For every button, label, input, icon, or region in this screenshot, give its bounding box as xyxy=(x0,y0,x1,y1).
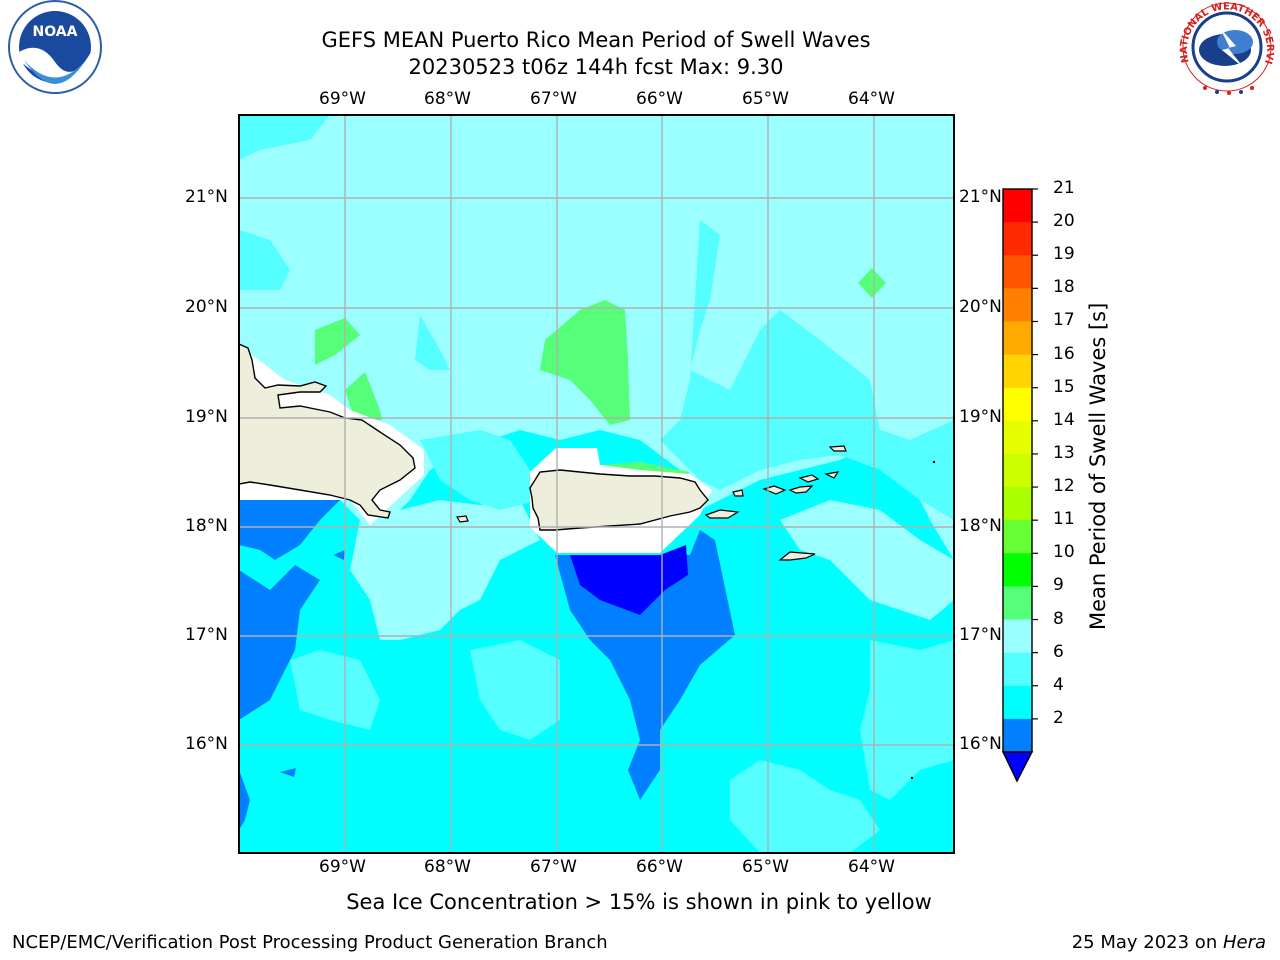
colorbar-tick-label: 2 xyxy=(1053,707,1064,728)
footer-date-host: 25 May 2023 on Hera xyxy=(1072,932,1266,953)
lat-label-right-21n: 21°N xyxy=(959,187,1002,207)
land-st-john xyxy=(788,485,814,494)
colorbar-tick-label: 10 xyxy=(1053,542,1075,563)
land-hispaniola xyxy=(239,343,416,519)
contour-mid-cyan-2 xyxy=(660,220,954,520)
colorbar-tick-label: 19 xyxy=(1053,244,1075,265)
land-puerto-rico xyxy=(529,469,709,531)
lat-label-left-17n: 17°N xyxy=(185,625,228,645)
lon-label-top-67w: 67°W xyxy=(530,89,577,109)
lat-label-right-19n: 19°N xyxy=(959,407,1002,427)
colorbar-tick-label: 11 xyxy=(1053,509,1075,530)
colorbar-tick-label: 9 xyxy=(1053,575,1064,596)
lon-label-bottom-64w: 64°W xyxy=(848,857,895,877)
map-field xyxy=(239,115,954,853)
colorbar-tick-label: 12 xyxy=(1053,476,1075,497)
lon-label-bottom-69w: 69°W xyxy=(319,857,366,877)
contour-blue-spot-2 xyxy=(333,550,345,560)
contour-mid-cyan-1 xyxy=(239,115,330,160)
contour-mid-cyan-6 xyxy=(860,640,954,800)
lat-label-right-16n: 16°N xyxy=(959,734,1002,754)
contour-light-cyan-east xyxy=(780,500,954,620)
contour-blue-southwest xyxy=(239,565,320,720)
contour-blue-spot-1 xyxy=(280,768,296,777)
gridlines xyxy=(239,115,954,853)
colorbar-tick-label: 15 xyxy=(1053,376,1075,397)
lat-label-left-19n: 19°N xyxy=(185,407,228,427)
land-virgin-gorda xyxy=(824,471,840,479)
lat-label-right-17n: 17°N xyxy=(959,625,1002,645)
lon-label-top-64w: 64°W xyxy=(848,89,895,109)
contour-mid-cyan-9 xyxy=(470,640,560,740)
lon-label-top-65w: 65°W xyxy=(742,89,789,109)
lon-label-bottom-65w: 65°W xyxy=(742,857,789,877)
lon-label-bottom-68w: 68°W xyxy=(424,857,471,877)
colorbar-tick-label: 20 xyxy=(1053,211,1075,232)
contour-green-3 xyxy=(345,372,382,420)
land-tortola xyxy=(798,474,820,483)
map-frame xyxy=(238,114,955,854)
contour-green-2 xyxy=(315,318,360,365)
title-line-1: GEFS MEAN Puerto Rico Mean Period of Swe… xyxy=(321,28,871,52)
lat-label-right-18n: 18°N xyxy=(959,516,1002,536)
colorbar-tick-label: 6 xyxy=(1053,641,1064,662)
footer-branch: NCEP/EMC/Verification Post Processing Pr… xyxy=(12,932,608,953)
lon-label-top-69w: 69°W xyxy=(319,89,366,109)
land-islet-2 xyxy=(910,776,914,780)
lon-label-top-68w: 68°W xyxy=(424,89,471,109)
colorbar-tick-label: 13 xyxy=(1053,442,1075,463)
lon-label-bottom-67w: 67°W xyxy=(530,857,577,877)
lat-label-left-18n: 18°N xyxy=(185,516,228,536)
contour-mid-cyan-4 xyxy=(239,230,290,290)
land-culebra xyxy=(732,489,744,497)
contour-green-1 xyxy=(540,300,630,425)
colorbar-tick-label: 14 xyxy=(1053,409,1075,430)
land-islet-1 xyxy=(932,460,936,464)
sea-ice-note: Sea Ice Concentration > 15% is shown in … xyxy=(346,890,932,914)
contour-light-cyan-west xyxy=(350,500,540,640)
land-vieques xyxy=(704,509,740,519)
lat-label-left-21n: 21°N xyxy=(185,187,228,207)
land-anegada xyxy=(828,445,847,452)
footer-date: 25 May 2023 on xyxy=(1071,932,1223,953)
contour-deep-blue xyxy=(570,545,688,615)
contour-green-4 xyxy=(858,268,886,298)
footer-host: Hera xyxy=(1222,932,1266,953)
colorbar-tick-label: 17 xyxy=(1053,310,1075,331)
lon-label-top-66w: 66°W xyxy=(636,89,683,109)
lon-label-bottom-66w: 66°W xyxy=(636,857,683,877)
title-line-2: 20230523 t06z 144h fcst Max: 9.30 xyxy=(408,55,784,79)
contour-blue-west xyxy=(239,500,340,560)
contour-mid-cyan-3 xyxy=(415,315,450,370)
land-st-thomas xyxy=(762,485,787,495)
lat-label-left-16n: 16°N xyxy=(185,734,228,754)
contour-mid-cyan-8 xyxy=(290,650,380,730)
colorbar-tick-label: 21 xyxy=(1053,178,1075,198)
colorbar-title: Mean Period of Swell Waves [s] xyxy=(1086,302,1110,630)
contour-blue-west-edge xyxy=(239,770,250,830)
colorbar-tick-label: 8 xyxy=(1053,608,1064,629)
colorbar-tick-label: 18 xyxy=(1053,277,1075,298)
colorbar-tick-label: 4 xyxy=(1053,674,1064,695)
contour-mid-cyan-5 xyxy=(420,430,540,510)
lat-label-left-20n: 20°N xyxy=(185,297,228,317)
colorbar-tick-label: 16 xyxy=(1053,343,1075,364)
land-mona-island xyxy=(456,515,469,523)
land-st-croix xyxy=(778,551,816,561)
lat-label-right-20n: 20°N xyxy=(959,297,1002,317)
